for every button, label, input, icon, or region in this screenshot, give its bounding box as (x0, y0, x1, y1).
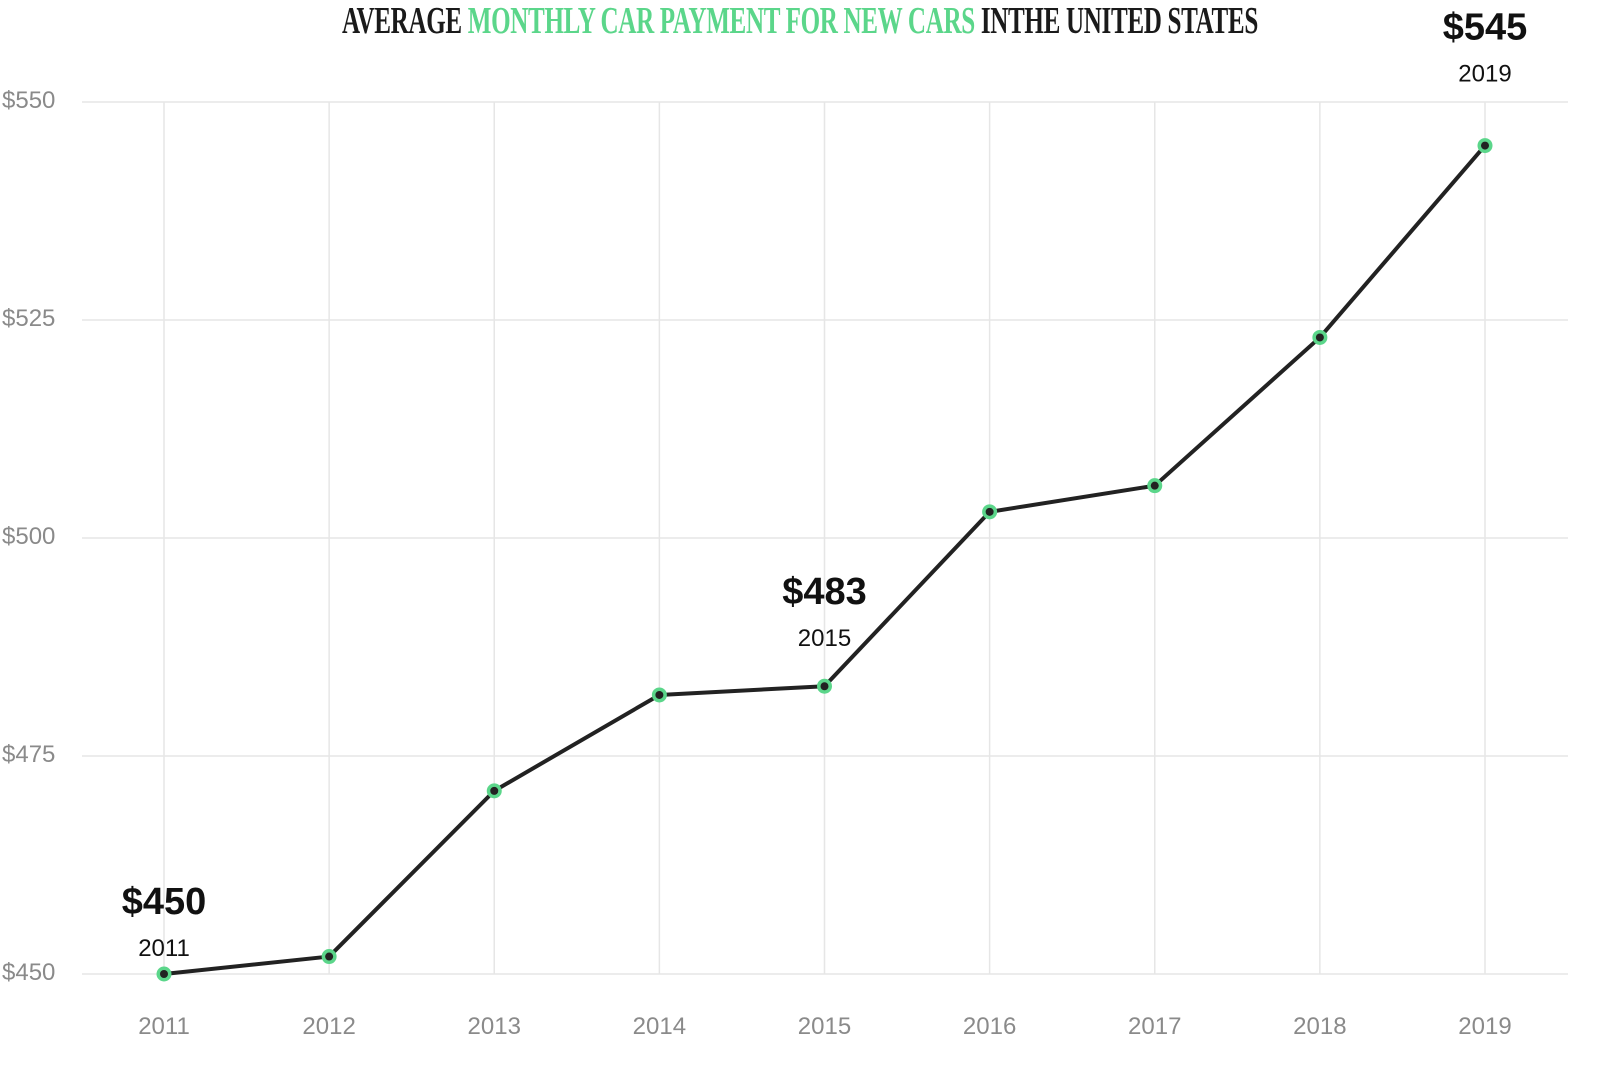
annotation-year: 2011 (138, 935, 190, 962)
y-tick-label: $450 (2, 959, 55, 986)
data-point (1315, 333, 1324, 342)
y-tick-label: $500 (2, 523, 55, 550)
title-part-1: AVERAGE (341, 0, 468, 42)
x-tick-label: 2016 (963, 1013, 1016, 1040)
data-point (160, 970, 168, 978)
chart-title: AVERAGE MONTHLY CAR PAYMENT FOR NEW CARS… (0, 0, 1600, 42)
annotation-value: $483 (782, 571, 867, 613)
x-tick-label: 2014 (633, 1013, 686, 1040)
x-tick-label: 2011 (138, 1013, 190, 1040)
x-tick-label: 2015 (798, 1013, 851, 1040)
annotation-year: 2015 (798, 625, 851, 652)
x-tick-label: 2012 (302, 1013, 355, 1040)
data-point (820, 682, 829, 691)
y-tick-label: $475 (2, 741, 55, 768)
data-point (325, 952, 334, 961)
annotation-value: $545 (1443, 7, 1528, 49)
x-tick-label: 2013 (468, 1013, 521, 1040)
title-part-3: INTHE UNITED STATES (974, 0, 1259, 42)
x-tick-label: 2018 (1293, 1013, 1346, 1040)
y-tick-label: $550 (2, 87, 55, 114)
annotation-value: $450 (122, 881, 207, 923)
x-tick-label: 2017 (1128, 1013, 1181, 1040)
data-point (655, 690, 664, 699)
y-tick-label: $525 (2, 305, 55, 332)
data-point (1150, 481, 1159, 490)
data-point (985, 507, 994, 516)
title-part-accent: MONTHLY CAR PAYMENT FOR NEW CARS (467, 0, 975, 42)
x-tick-label: 2019 (1458, 1013, 1511, 1040)
data-point (490, 786, 499, 795)
annotation-year: 2019 (1458, 61, 1511, 88)
data-point (1481, 141, 1489, 150)
